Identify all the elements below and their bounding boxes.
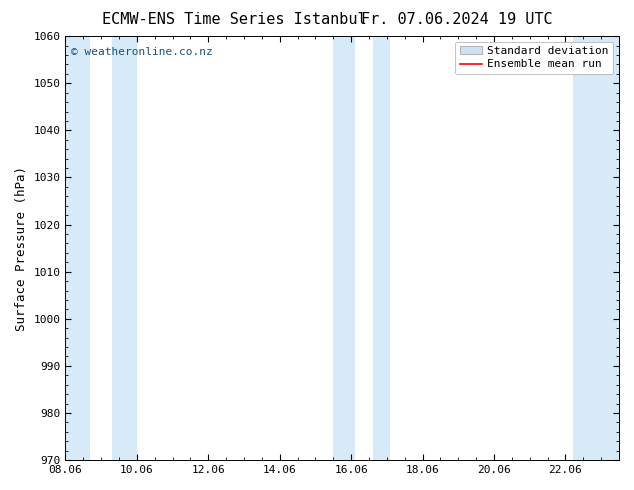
Text: Fr. 07.06.2024 19 UTC: Fr. 07.06.2024 19 UTC: [361, 12, 552, 27]
Bar: [333, 36, 354, 460]
Bar: [573, 36, 619, 460]
Bar: [65, 36, 91, 460]
Bar: [112, 36, 137, 460]
Text: © weatheronline.co.nz: © weatheronline.co.nz: [71, 47, 212, 57]
Y-axis label: Surface Pressure (hPa): Surface Pressure (hPa): [15, 166, 28, 331]
Bar: [373, 36, 391, 460]
Legend: Standard deviation, Ensemble mean run: Standard deviation, Ensemble mean run: [455, 42, 614, 74]
Text: ECMW-ENS Time Series Istanbul: ECMW-ENS Time Series Istanbul: [102, 12, 367, 27]
